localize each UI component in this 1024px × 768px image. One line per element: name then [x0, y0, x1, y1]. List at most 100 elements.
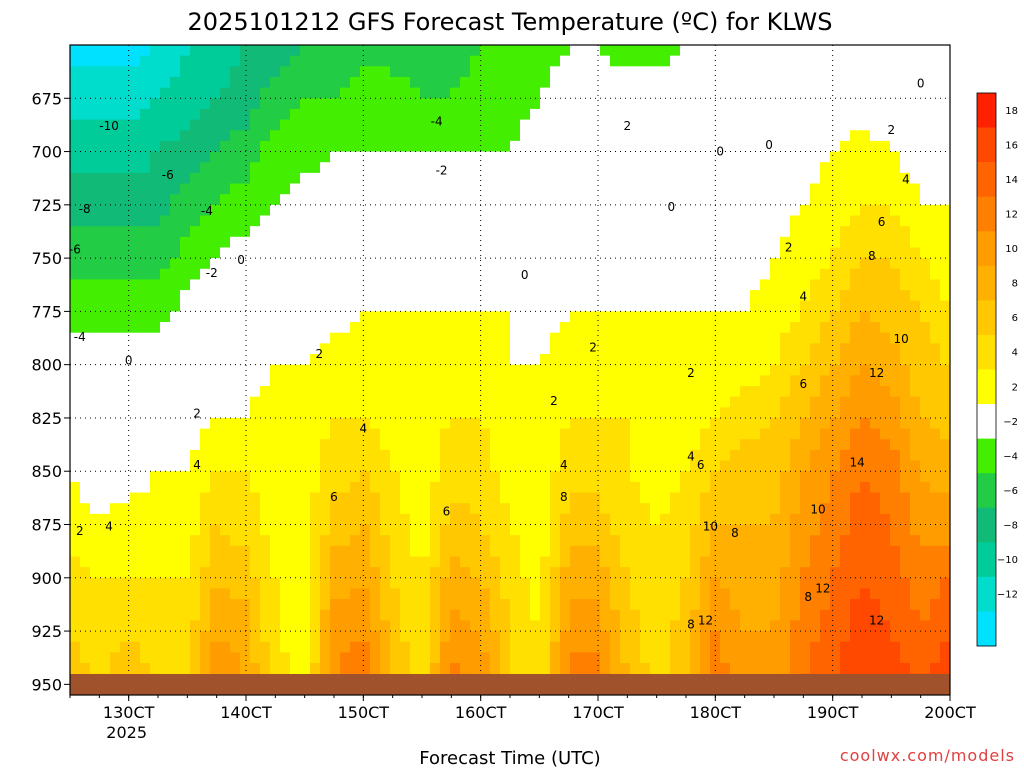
temperature-cell — [780, 119, 791, 131]
temperature-cell — [640, 130, 651, 142]
temperature-cell — [380, 556, 391, 568]
temperature-cell — [560, 236, 571, 249]
temperature-cell — [160, 492, 171, 504]
temperature-cell — [330, 268, 341, 281]
temperature-cell — [70, 268, 81, 281]
temperature-cell — [150, 55, 161, 67]
temperature-cell — [370, 588, 381, 600]
temperature-cell — [800, 417, 811, 430]
temperature-cell — [470, 439, 481, 451]
temperature-cell — [190, 290, 201, 302]
temperature-cell — [650, 87, 661, 99]
temperature-cell — [310, 492, 321, 504]
temperature-cell — [470, 130, 481, 142]
temperature-cell — [330, 449, 341, 462]
temperature-cell — [180, 300, 191, 312]
temperature-cell — [880, 119, 891, 131]
temperature-cell — [330, 76, 341, 89]
temperature-cell — [440, 76, 451, 89]
temperature-cell — [450, 588, 461, 600]
temperature-cell — [690, 55, 701, 67]
temperature-cell — [420, 183, 431, 195]
temperature-cell — [720, 524, 731, 536]
temperature-cell — [200, 449, 211, 462]
temperature-cell — [840, 417, 851, 430]
temperature-cell — [420, 471, 431, 483]
temperature-cell — [610, 55, 621, 67]
temperature-cell — [240, 631, 251, 643]
temperature-cell — [730, 151, 741, 163]
temperature-cell — [550, 545, 561, 558]
temperature-cell — [300, 609, 311, 622]
temperature-cell — [810, 215, 821, 227]
temperature-cell — [700, 300, 711, 312]
temperature-cell — [500, 290, 511, 302]
temperature-cell — [650, 577, 661, 590]
temperature-cell — [260, 76, 271, 89]
temperature-cell — [520, 162, 531, 174]
temperature-cell — [810, 481, 821, 494]
temperature-cell — [160, 620, 171, 632]
temperature-cell — [160, 140, 171, 153]
temperature-cell — [230, 162, 241, 174]
temperature-cell — [520, 396, 531, 408]
temperature-cell — [480, 236, 491, 249]
temperature-cell — [520, 524, 531, 536]
temperature-cell — [610, 151, 621, 163]
temperature-cell — [850, 55, 861, 67]
temperature-cell — [230, 460, 241, 472]
temperature-cell — [290, 385, 301, 398]
temperature-cell — [380, 343, 391, 355]
temperature-cell — [820, 332, 831, 344]
temperature-cell — [470, 503, 481, 515]
temperature-cell — [530, 247, 541, 259]
temperature-cell — [160, 556, 171, 568]
temperature-cell — [250, 375, 261, 387]
temperature-cell — [570, 98, 581, 110]
temperature-cell — [320, 247, 331, 259]
temperature-cell — [420, 290, 431, 302]
temperature-cell — [110, 322, 121, 334]
temperature-cell — [680, 375, 691, 387]
temperature-cell — [700, 652, 711, 664]
temperature-cell — [480, 428, 491, 440]
temperature-cell — [70, 311, 81, 323]
temperature-cell — [840, 492, 851, 504]
temperature-cell — [730, 556, 741, 568]
temperature-cell — [100, 385, 111, 398]
temperature-cell — [170, 162, 181, 174]
temperature-cell — [410, 45, 421, 57]
temperature-cell — [370, 375, 381, 387]
temperature-cell — [180, 98, 191, 110]
temperature-cell — [840, 609, 851, 622]
temperature-cell — [610, 215, 621, 227]
temperature-cell — [480, 183, 491, 195]
temperature-cell — [330, 300, 341, 312]
temperature-cell — [260, 172, 271, 185]
temperature-cell — [460, 631, 471, 643]
temperature-cell — [300, 503, 311, 515]
temperature-cell — [180, 396, 191, 408]
temperature-cell — [340, 76, 351, 89]
temperature-cell — [290, 599, 301, 611]
temperature-cell — [400, 641, 411, 653]
temperature-cell — [560, 417, 571, 430]
temperature-cell — [870, 663, 881, 675]
temperature-cell — [600, 641, 611, 653]
temperature-cell — [260, 311, 271, 323]
temperature-cell — [380, 460, 391, 472]
temperature-cell — [280, 535, 291, 547]
temperature-cell — [740, 417, 751, 430]
temperature-cell — [810, 236, 821, 249]
temperature-cell — [340, 247, 351, 259]
temperature-cell — [800, 119, 811, 131]
temperature-cell — [850, 258, 861, 270]
temperature-cell — [750, 183, 761, 195]
temperature-cell — [460, 140, 471, 153]
temperature-cell — [560, 375, 571, 387]
temperature-cell — [670, 140, 681, 153]
temperature-cell — [590, 567, 601, 579]
temperature-cell — [80, 492, 91, 504]
temperature-cell — [510, 417, 521, 430]
temperature-cell — [720, 577, 731, 590]
